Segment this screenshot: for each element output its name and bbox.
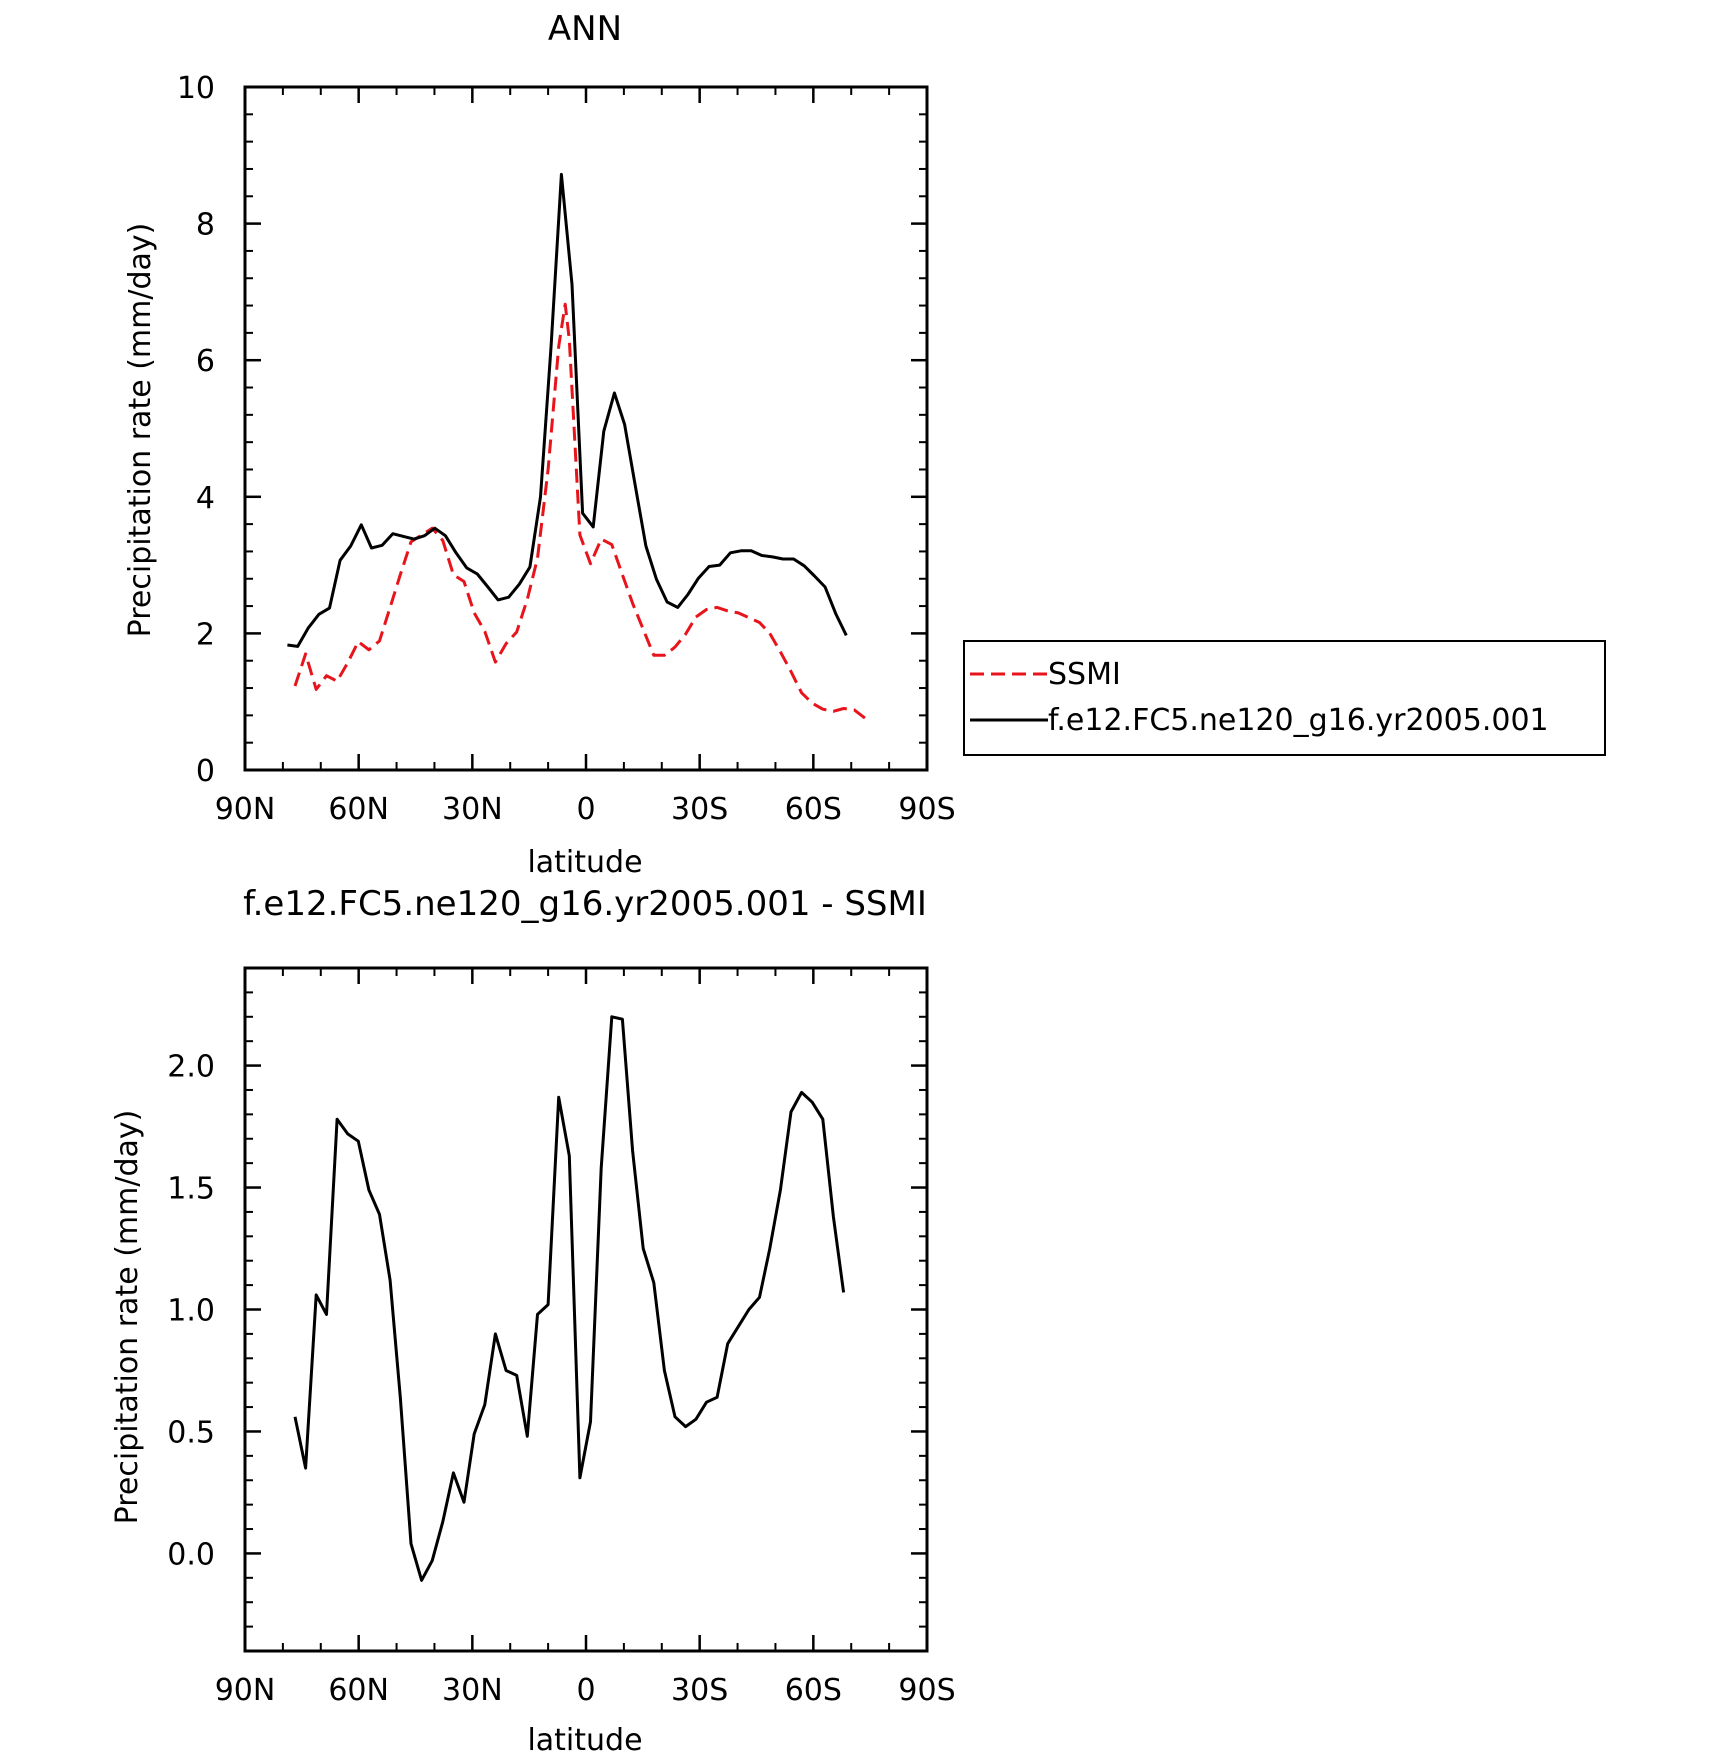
top-y-tick-label: 4 xyxy=(196,481,215,516)
legend-label-model: f.e12.FC5.ne120_g16.yr2005.001 xyxy=(1048,703,1549,738)
bottom-y-tick-label: 1.0 xyxy=(167,1294,215,1329)
top-x-tick-label: 60N xyxy=(328,792,389,827)
bottom-plot-frame xyxy=(243,966,929,1653)
top-x-tick-label: 30S xyxy=(671,792,728,827)
bottom-panel: f.e12.FC5.ne120_g16.yr2005.001 - SSMI 90… xyxy=(110,884,956,1756)
legend-label-ssmi: SSMI xyxy=(1048,657,1121,692)
bottom-x-tick-label: 30S xyxy=(671,1673,728,1708)
top-x-tick-label: 60S xyxy=(785,792,842,827)
top-y-tick-label: 6 xyxy=(196,344,215,379)
top-y-axis-title: Precipitation rate (mm/day) xyxy=(123,223,158,638)
bottom-ticks: 90N 60N 30N 0 30S 60S 90S 0.0 0.5 1.0 1.5 2.0 xyxy=(167,967,956,1708)
top-x-tick-label: 0 xyxy=(576,792,595,827)
top-plot-frame xyxy=(243,85,929,772)
bottom-x-tick-label: 90S xyxy=(898,1673,955,1708)
top-x-tick-label: 90S xyxy=(898,792,955,827)
bottom-y-tick-label: 0.0 xyxy=(167,1537,215,1572)
bottom-y-tick-label: 1.5 xyxy=(167,1172,215,1207)
top-panel-title: ANN xyxy=(548,9,622,49)
bottom-plot-area: 90N 60N 30N 0 30S 60S 90S 0.0 0.5 1.0 1.5 2.0 xyxy=(167,966,956,1708)
bottom-panel-title: f.e12.FC5.ne120_g16.yr2005.001 - SSMI xyxy=(243,884,927,924)
bottom-x-tick-label: 60N xyxy=(328,1673,389,1708)
top-plot-area: 90N 60N 30N 0 30S 60S 90S 0 2 4 6 8 10 xyxy=(177,71,956,827)
legend-box xyxy=(963,640,1606,756)
top-y-tick-label: 2 xyxy=(196,617,215,652)
top-y-tick-label: 0 xyxy=(196,754,215,789)
bottom-x-tick-label: 90N xyxy=(215,1673,276,1708)
legend: SSMI f.e12.FC5.ne120_g16.yr2005.001 xyxy=(963,640,1606,756)
top-x-tick-label: 90N xyxy=(215,792,276,827)
bottom-y-axis-title: Precipitation rate (mm/day) xyxy=(110,1110,145,1525)
top-x-axis-title: latitude xyxy=(527,845,642,880)
top-series-line-ssmi xyxy=(293,302,866,720)
bottom-y-tick-label: 2.0 xyxy=(167,1050,215,1085)
bottom-x-tick-label: 0 xyxy=(576,1673,595,1708)
bottom-x-axis-title: latitude xyxy=(527,1723,642,1756)
bottom-series-line-difference xyxy=(293,1015,846,1582)
bottom-x-tick-label: 30N xyxy=(442,1673,503,1708)
top-series-line-model xyxy=(287,172,848,648)
top-x-tick-label: 30N xyxy=(442,792,503,827)
top-y-tick-label: 8 xyxy=(196,208,215,243)
top-y-tick-label: 10 xyxy=(177,71,215,106)
top-ticks: 90N 60N 30N 0 30S 60S 90S 0 2 4 6 8 10 xyxy=(177,71,956,827)
bottom-x-tick-label: 60S xyxy=(785,1673,842,1708)
bottom-y-tick-label: 0.5 xyxy=(167,1415,215,1450)
